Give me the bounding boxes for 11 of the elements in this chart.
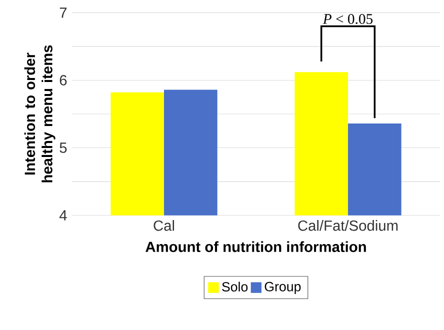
legend-label: Group [264,282,301,294]
y-tick-label: 4 [59,210,67,220]
y-tick-label: 6 [60,75,67,86]
x-tick-label: Cal/Fat/Sodium [298,220,398,231]
y-tick-label: 7 [60,8,67,18]
x-axis-title: Amount of nutrition information [146,241,366,252]
x-tick-label: Cal [154,220,174,231]
y-tick-label: 5 [60,142,67,153]
annotation: P < 0.05 [322,14,373,24]
legend-label: Solo [222,282,248,292]
y-axis-title: Intention to order healthy menu items [24,45,56,182]
